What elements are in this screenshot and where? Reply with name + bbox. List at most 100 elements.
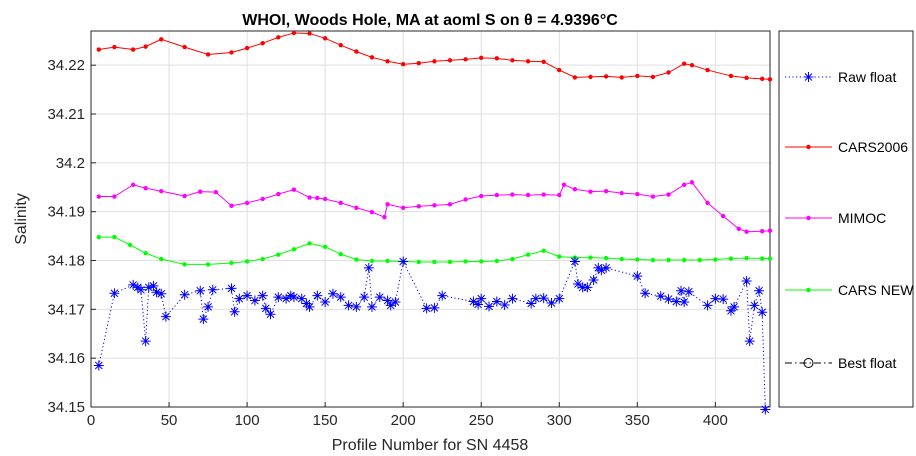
data-point-cars-new — [229, 260, 234, 266]
legend-marker-raw-float — [803, 72, 814, 82]
series-mimoc — [96, 180, 773, 234]
y-tick-label: 34.22 — [47, 57, 85, 74]
data-point-mimoc — [561, 182, 567, 188]
data-point-raw-float — [249, 295, 260, 306]
data-point-cars2006 — [369, 55, 375, 60]
data-point-mimoc — [494, 192, 500, 198]
data-point-raw-float — [671, 296, 682, 307]
data-point-cars2006 — [143, 44, 148, 49]
x-axis-label: Profile Number for SN 4458 — [332, 437, 529, 454]
data-point-cars2006 — [260, 41, 265, 46]
data-point-raw-float — [207, 284, 218, 295]
data-point-raw-float — [573, 278, 584, 289]
data-point-cars-new — [354, 257, 359, 262]
data-point-raw-float — [679, 297, 690, 308]
data-point-raw-float — [257, 290, 268, 301]
x-tick-label: 200 — [391, 412, 416, 429]
data-point-cars-new — [127, 242, 133, 248]
data-point-cars2006 — [276, 35, 281, 40]
data-point-raw-float — [538, 293, 549, 304]
data-point-mimoc — [650, 194, 656, 199]
data-point-cars-new — [557, 254, 562, 259]
y-tick-label: 34.16 — [47, 350, 85, 367]
legend-entry-best-float: Best float — [785, 355, 896, 371]
data-point-cars-new — [713, 257, 718, 262]
data-point-mimoc — [260, 196, 265, 202]
data-point-raw-float — [363, 262, 374, 273]
data-point-cars2006 — [182, 44, 187, 50]
data-point-raw-float — [351, 301, 362, 312]
x-tick-label: 400 — [703, 412, 728, 429]
data-point-cars2006 — [229, 50, 234, 55]
legend-label-mimoc: MIMOC — [838, 210, 886, 226]
series-layer — [93, 30, 773, 415]
x-tick-label: 150 — [313, 412, 338, 429]
data-point-mimoc — [744, 229, 749, 234]
data-point-cars-new — [112, 234, 117, 240]
data-point-raw-float — [265, 309, 276, 320]
data-point-cars-new — [588, 255, 593, 260]
data-point-cars2006 — [666, 70, 671, 75]
data-point-raw-float — [366, 301, 377, 312]
data-point-mimoc — [96, 194, 102, 199]
data-point-cars-new — [767, 256, 773, 261]
data-point-mimoc — [767, 228, 773, 233]
data-point-raw-float — [569, 256, 580, 267]
data-point-cars2006 — [205, 52, 211, 57]
data-point-raw-float — [148, 280, 159, 291]
data-point-cars2006 — [744, 75, 749, 81]
data-point-raw-float — [663, 294, 674, 305]
data-point-mimoc — [510, 192, 515, 197]
data-point-cars-new — [385, 258, 390, 264]
data-point-mimoc — [400, 205, 406, 210]
data-point-raw-float — [288, 292, 299, 303]
data-point-cars-new — [525, 252, 531, 257]
data-point-raw-float — [385, 300, 396, 311]
data-point-cars2006 — [510, 58, 515, 63]
data-point-raw-float — [179, 289, 190, 300]
data-point-raw-float — [109, 288, 120, 299]
data-point-cars-new — [697, 257, 702, 263]
data-point-mimoc — [182, 193, 187, 199]
data-point-raw-float — [304, 301, 315, 312]
y-tick-label: 34.21 — [47, 106, 85, 123]
data-point-cars-new — [728, 256, 734, 261]
data-point-cars2006 — [307, 31, 312, 36]
data-point-cars-new — [432, 259, 437, 265]
legend-label-raw-float: Raw float — [838, 69, 896, 85]
data-point-raw-float — [718, 294, 729, 305]
data-point-cars-new — [369, 258, 375, 264]
x-tick-label: 300 — [547, 412, 572, 429]
x-tick-label: 250 — [469, 412, 494, 429]
data-point-raw-float — [729, 301, 740, 312]
data-point-raw-float — [242, 290, 253, 301]
data-point-raw-float — [596, 265, 607, 276]
data-point-cars2006 — [572, 75, 578, 80]
data-point-raw-float — [468, 296, 479, 307]
data-point-mimoc — [689, 180, 695, 185]
data-point-mimoc — [557, 192, 562, 198]
y-tick-label: 34.19 — [47, 204, 85, 221]
y-axis-ticks: 34.15 34.16 34.17 34.18 34.19 34.2 34.21 34.22 — [47, 57, 96, 416]
y-tick-label: 34.15 — [47, 399, 85, 416]
data-point-mimoc — [307, 195, 312, 200]
data-point-raw-float — [390, 297, 401, 308]
data-point-raw-float — [229, 306, 240, 317]
data-point-raw-float — [655, 291, 666, 302]
data-point-raw-float — [151, 287, 162, 298]
data-point-mimoc — [463, 197, 468, 202]
data-point-cars-new — [322, 244, 328, 250]
data-point-cars-new — [447, 259, 453, 265]
legend: Raw float CARS2006 MIMOC CARS NEW Best float — [785, 69, 914, 371]
data-point-raw-float — [554, 293, 565, 304]
data-point-cars-new — [541, 248, 546, 253]
data-point-cars-new — [650, 257, 656, 263]
data-point-raw-float — [234, 293, 245, 304]
x-tick-label: 50 — [161, 412, 178, 429]
data-point-cars2006 — [588, 74, 593, 80]
data-point-cars2006 — [479, 55, 484, 61]
data-point-cars-new — [666, 257, 671, 263]
plot-area — [90, 30, 771, 408]
data-point-raw-float — [140, 336, 151, 347]
